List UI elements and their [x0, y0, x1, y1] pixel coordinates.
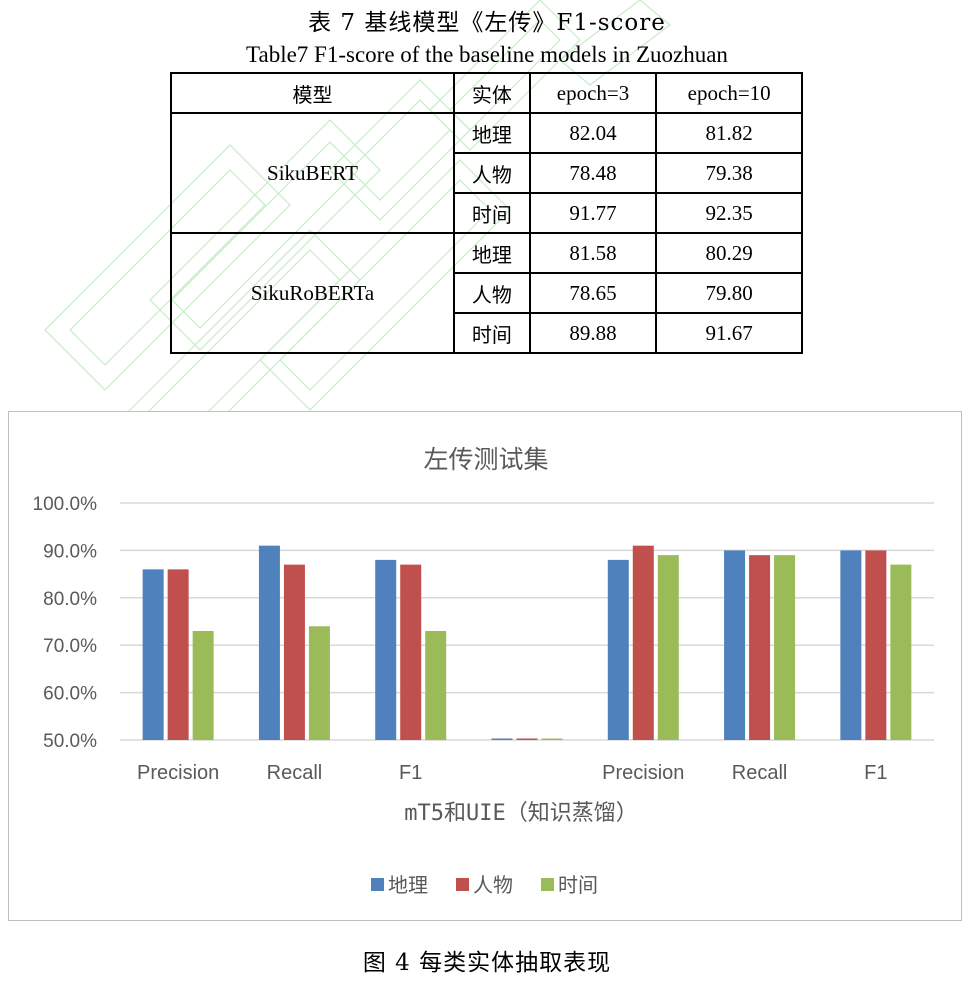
x-tick-label: F1	[864, 762, 887, 784]
table-caption-cn: 表 7 基线模型《左传》F1-score	[308, 10, 666, 36]
value-cell: 82.04	[528, 112, 658, 154]
x-tick-label: Recall	[732, 762, 788, 784]
bar	[167, 569, 189, 740]
bar-chart: 左传测试集 100.0% 90.0% 80.0% 70.0% 60.0% 50.0% Prec…	[33, 445, 934, 897]
value-cell: 79.80	[655, 272, 803, 314]
value-cell: 78.48	[528, 152, 658, 194]
entity-cell: 人物	[453, 152, 531, 194]
table-row: 人物 78.65 79.80	[171, 272, 803, 314]
header-epoch3: epoch=3	[528, 72, 658, 114]
table-header-row: 模型 实体 epoch=3 epoch=10	[169, 72, 803, 114]
bar	[632, 545, 654, 740]
value-cell: 91.77	[528, 192, 658, 234]
table-row: SikuBERT 地理 82.04 81.82	[169, 112, 803, 234]
bar	[491, 738, 513, 740]
table-row: 人物 78.48 79.38	[171, 152, 803, 194]
header-model: 模型	[169, 72, 456, 114]
bar	[258, 545, 280, 740]
legend-swatch	[456, 878, 469, 891]
table-row: SikuRoBERTa 地理 81.58 80.29	[169, 232, 803, 354]
bar	[192, 630, 214, 740]
legend-swatch	[541, 878, 554, 891]
y-tick-label: 100.0%	[33, 494, 98, 515]
x-tick-label: Precision	[137, 762, 219, 784]
x-tick-label: Recall	[267, 762, 323, 784]
value-cell: 81.58	[528, 232, 658, 274]
entity-cell: 地理	[453, 112, 531, 154]
entity-cell: 地理	[453, 232, 531, 274]
bar	[308, 626, 330, 740]
value-cell: 91.67	[655, 312, 803, 354]
bar	[425, 630, 447, 740]
bar	[840, 550, 862, 740]
bar	[142, 569, 164, 740]
entity-cell: 人物	[453, 272, 531, 314]
y-tick-label: 90.0%	[43, 541, 97, 562]
value-cell: 80.29	[655, 232, 803, 274]
bar	[516, 738, 538, 740]
table-caption-en: Table7 F1-score of the baseline models i…	[246, 42, 728, 67]
legend-label: 地理	[388, 873, 428, 897]
legend-label: 人物	[473, 873, 513, 897]
header-entity: 实体	[453, 72, 531, 114]
legend-label: 时间	[558, 873, 598, 897]
y-tick-label: 70.0%	[43, 636, 97, 657]
y-tick-label: 50.0%	[43, 731, 97, 752]
bar	[375, 559, 397, 740]
bar	[890, 564, 912, 740]
value-cell: 79.38	[655, 152, 803, 194]
chart-container: 左传测试集 100.0% 90.0% 80.0% 70.0% 60.0% 50.0% Prec…	[8, 411, 962, 921]
bar	[749, 555, 771, 740]
legend-swatch	[371, 878, 384, 891]
x-tick-label: Precision	[602, 762, 684, 784]
chart-title: 左传测试集	[423, 445, 548, 474]
bar	[607, 559, 629, 740]
y-tick-label: 60.0%	[43, 684, 97, 705]
figure-caption: 图 4 每类实体抽取表现	[362, 950, 612, 976]
entity-cell: 时间	[453, 312, 531, 354]
bar	[724, 550, 746, 740]
results-table: 模型 实体 epoch=3 epoch=10 SikuBERT 地理 82.04…	[169, 72, 803, 354]
value-cell: 81.82	[655, 112, 803, 154]
y-tick-label: 80.0%	[43, 589, 97, 610]
model-cell: SikuRoBERTa	[169, 232, 456, 354]
x-tick-label: F1	[399, 762, 422, 784]
bar	[865, 550, 887, 740]
x-axis-title: mT5和UIE（知识蒸馏）	[404, 801, 637, 826]
value-cell: 78.65	[528, 272, 658, 314]
bar	[541, 738, 563, 740]
bar	[774, 555, 796, 740]
bar	[283, 564, 305, 740]
bar	[400, 564, 422, 740]
bar	[657, 555, 679, 740]
header-epoch10: epoch=10	[655, 72, 803, 114]
entity-cell: 时间	[453, 192, 531, 234]
table-row: 时间 91.77 92.35	[171, 192, 803, 234]
value-cell: 89.88	[528, 312, 658, 354]
table-row: 时间 89.88 91.67	[171, 312, 803, 354]
model-cell: SikuBERT	[169, 112, 456, 234]
value-cell: 92.35	[655, 192, 803, 234]
